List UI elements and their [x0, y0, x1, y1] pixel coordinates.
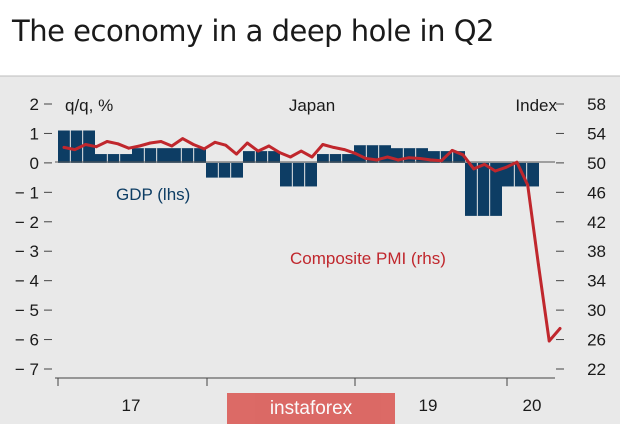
pmi-point: [493, 169, 497, 173]
gdp-bar: [169, 148, 206, 163]
pmi-point: [342, 148, 346, 152]
pmi-point: [245, 141, 249, 145]
pmi-point: [526, 183, 530, 187]
watermark: instaforex: [227, 393, 395, 424]
left-tick-label: − 1: [15, 183, 39, 202]
pmi-point: [353, 151, 357, 155]
right-tick-label: 22: [587, 360, 606, 379]
left-tick-label: − 3: [15, 242, 39, 261]
right-tick-label: 42: [587, 213, 606, 232]
gdp-bar: [95, 154, 132, 163]
left-tick-label: − 6: [15, 331, 39, 350]
pmi-point: [148, 141, 152, 145]
pmi-point: [94, 145, 98, 149]
pmi-point: [170, 144, 174, 148]
pmi-point: [105, 140, 109, 143]
right-tick-label: 54: [587, 124, 606, 143]
left-tick-label: 0: [30, 154, 39, 173]
pmi-point: [537, 263, 540, 266]
pmi-point: [364, 157, 368, 160]
left-tick-label: − 4: [15, 272, 39, 291]
pmi-point: [407, 156, 411, 160]
gdp-bar: [317, 154, 354, 163]
plot-background: [0, 76, 620, 424]
gdp-bar: [132, 148, 169, 163]
right-tick-label: 34: [587, 272, 606, 291]
pmi-point: [159, 140, 163, 143]
chart-title: The economy in a deep hole in Q2: [12, 14, 494, 48]
chart-subtitle: Japan: [289, 96, 335, 115]
pmi-point: [472, 167, 476, 171]
pmi-point: [396, 158, 400, 162]
pmi-point: [62, 146, 66, 149]
left-axis: 2 1 0 − 1 − 2 − 3 − 4 − 5 − 6 − 7: [15, 95, 52, 379]
pmi-point: [213, 140, 217, 144]
pmi-point: [191, 143, 195, 146]
right-tick-label: 58: [587, 95, 606, 114]
pmi-point: [450, 148, 454, 152]
left-tick-label: − 2: [15, 213, 39, 232]
gdp-bar: [243, 151, 280, 163]
pmi-point: [321, 143, 325, 146]
right-tick-label: 26: [587, 331, 606, 350]
pmi-point: [310, 155, 314, 159]
pmi-point: [547, 339, 551, 343]
pmi-point: [84, 143, 87, 146]
right-tick-label: 30: [587, 301, 606, 320]
pmi-point: [418, 157, 422, 160]
pmi-point: [73, 148, 77, 152]
pmi-point: [504, 165, 508, 169]
pmi-point: [439, 159, 443, 163]
right-tick-label: 50: [587, 154, 606, 173]
pmi-point: [127, 146, 131, 150]
pmi-point: [202, 147, 206, 151]
x-tick-label: 17: [122, 396, 141, 415]
pmi-point: [224, 143, 228, 147]
right-tick-label: 38: [587, 242, 606, 261]
right-axis-label: Index: [515, 96, 557, 115]
pmi-point: [256, 149, 260, 153]
pmi-point: [289, 155, 292, 159]
x-tick-label: 19: [419, 396, 438, 415]
pmi-point: [429, 158, 433, 162]
pmi-point: [483, 162, 486, 166]
pmi-point: [515, 160, 519, 164]
pmi-point: [267, 144, 271, 148]
pmi-point: [375, 158, 379, 162]
gdp-series-label: GDP (lhs): [116, 185, 190, 204]
left-tick-label: 1: [30, 124, 39, 143]
left-tick-label: − 7: [15, 360, 39, 379]
pmi-point: [138, 144, 141, 148]
left-tick-label: 2: [30, 95, 39, 114]
pmi-point: [278, 151, 282, 154]
pmi-point: [235, 152, 238, 156]
right-axis: 58 54 50 46 42 38 34 30 26 22: [556, 95, 606, 379]
gdp-bar: [280, 162, 317, 187]
pmi-points: [62, 137, 562, 343]
pmi-point: [332, 146, 335, 149]
right-tick-label: 46: [587, 183, 606, 202]
pmi-point: [558, 327, 562, 330]
pmi-point: [181, 137, 185, 140]
pmi-point: [299, 149, 303, 153]
pmi-point: [116, 142, 120, 146]
pmi-series-label: Composite PMI (rhs): [290, 249, 446, 268]
left-axis-label: q/q, %: [65, 96, 113, 115]
left-tick-label: − 5: [15, 301, 39, 320]
gdp-bar: [502, 162, 539, 187]
x-tick-label: 20: [523, 396, 542, 415]
pmi-point: [386, 155, 389, 159]
pmi-point: [461, 153, 465, 157]
gdp-bar: [206, 162, 243, 178]
